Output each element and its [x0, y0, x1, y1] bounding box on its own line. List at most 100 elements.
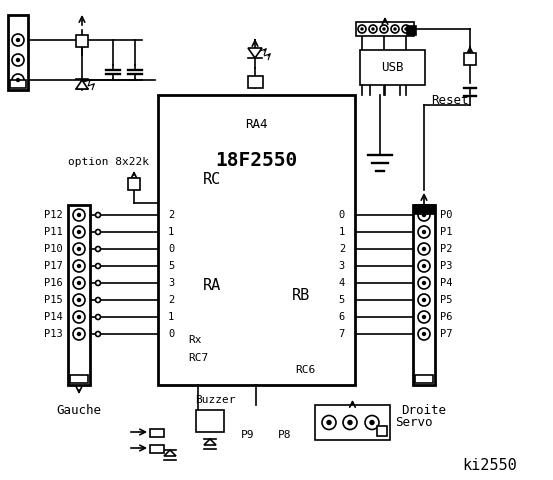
Circle shape [348, 420, 352, 424]
Text: USB: USB [381, 61, 404, 74]
Text: P2: P2 [440, 244, 452, 254]
Circle shape [73, 311, 85, 323]
Circle shape [402, 25, 410, 33]
Text: P13: P13 [44, 329, 63, 339]
Circle shape [370, 420, 374, 424]
Circle shape [418, 328, 430, 340]
Text: RC7: RC7 [188, 353, 208, 363]
Polygon shape [248, 48, 262, 58]
Bar [128, 178, 140, 190]
Bar [68, 205, 90, 385]
Bar [415, 375, 433, 383]
Text: P15: P15 [44, 295, 63, 305]
Circle shape [422, 264, 425, 267]
Circle shape [394, 28, 396, 30]
Text: P3: P3 [440, 261, 452, 271]
Circle shape [12, 34, 24, 46]
Text: P1: P1 [440, 227, 452, 237]
Bar [158, 95, 355, 385]
Circle shape [422, 315, 425, 319]
Text: P12: P12 [44, 210, 63, 220]
Text: 2: 2 [339, 244, 345, 254]
Bar [407, 26, 416, 35]
Circle shape [361, 28, 363, 30]
Circle shape [96, 332, 101, 336]
Circle shape [77, 214, 81, 216]
Text: P8: P8 [278, 430, 292, 440]
Text: P11: P11 [44, 227, 63, 237]
Bar [76, 35, 88, 47]
Circle shape [418, 311, 430, 323]
Bar [248, 76, 263, 88]
Text: option 8x22k: option 8x22k [67, 157, 149, 167]
Bar [8, 15, 28, 90]
Circle shape [77, 264, 81, 267]
Bar [377, 426, 387, 436]
Text: RA: RA [203, 277, 221, 292]
Circle shape [73, 243, 85, 255]
Text: 0: 0 [168, 329, 174, 339]
Circle shape [383, 28, 385, 30]
Bar [196, 410, 224, 432]
Polygon shape [164, 450, 176, 456]
Circle shape [12, 74, 24, 86]
Circle shape [422, 281, 425, 285]
Text: 3: 3 [168, 278, 174, 288]
Text: P16: P16 [44, 278, 63, 288]
Circle shape [96, 247, 101, 252]
Circle shape [96, 298, 101, 302]
Circle shape [77, 315, 81, 319]
Text: 4: 4 [339, 278, 345, 288]
Circle shape [418, 226, 430, 238]
Circle shape [12, 54, 24, 66]
Circle shape [372, 28, 374, 30]
Text: Droite: Droite [401, 404, 446, 417]
Circle shape [96, 213, 101, 217]
Circle shape [77, 248, 81, 251]
Circle shape [358, 25, 366, 33]
Text: 6: 6 [339, 312, 345, 322]
Text: P14: P14 [44, 312, 63, 322]
Circle shape [73, 328, 85, 340]
Circle shape [365, 416, 379, 430]
Text: 1: 1 [168, 312, 174, 322]
Text: Gauche: Gauche [56, 404, 102, 417]
Text: Reset: Reset [431, 94, 469, 107]
Bar [356, 22, 414, 36]
Circle shape [418, 209, 430, 221]
Text: RB: RB [292, 288, 310, 302]
Bar [70, 375, 88, 383]
Bar [415, 205, 433, 213]
Text: P7: P7 [440, 329, 452, 339]
Circle shape [418, 243, 430, 255]
Text: P10: P10 [44, 244, 63, 254]
Circle shape [422, 230, 425, 233]
Bar [150, 445, 164, 453]
Text: RC6: RC6 [295, 365, 315, 375]
Circle shape [422, 248, 425, 251]
Circle shape [73, 209, 85, 221]
Circle shape [418, 260, 430, 272]
Text: P5: P5 [440, 295, 452, 305]
Circle shape [96, 314, 101, 320]
Bar [360, 50, 425, 85]
Circle shape [418, 294, 430, 306]
Circle shape [17, 79, 19, 82]
Text: 7: 7 [339, 329, 345, 339]
Text: ki2550: ki2550 [463, 457, 518, 472]
Text: P4: P4 [440, 278, 452, 288]
Circle shape [73, 277, 85, 289]
Circle shape [96, 264, 101, 268]
Circle shape [405, 28, 407, 30]
Text: 5: 5 [168, 261, 174, 271]
Circle shape [17, 59, 19, 61]
Polygon shape [76, 80, 88, 89]
Text: Servo: Servo [395, 416, 432, 429]
Text: 2: 2 [168, 295, 174, 305]
Text: P0: P0 [440, 210, 452, 220]
Circle shape [322, 416, 336, 430]
Text: 18F2550: 18F2550 [215, 151, 298, 169]
Circle shape [422, 333, 425, 336]
Text: Buzzer: Buzzer [195, 395, 235, 405]
Text: Rx: Rx [188, 335, 201, 345]
